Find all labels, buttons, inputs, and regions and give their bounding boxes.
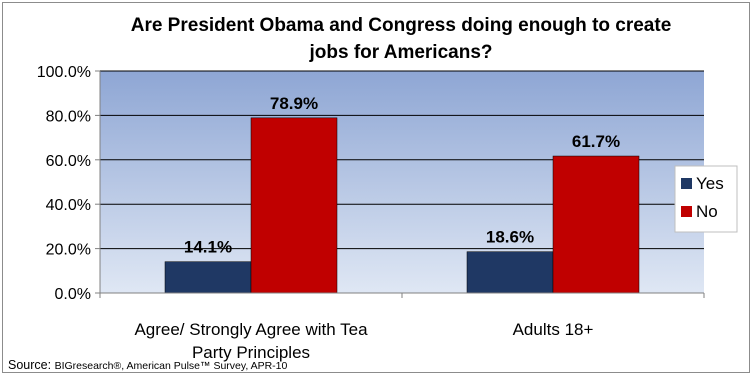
source-prefix: Source: [8, 358, 55, 372]
legend-label: No [696, 202, 718, 221]
axes [99, 71, 705, 298]
y-tick-label: 100.0% [37, 64, 91, 81]
legend: Yes No [674, 165, 738, 233]
x-axis-labels: Agree/ Strongly Agree with Tea Party Prin… [134, 320, 593, 362]
bar-yes [164, 261, 252, 294]
chart-frame: Are President Obama and Congress doing e… [2, 2, 750, 373]
legend-swatch-yes [681, 178, 692, 189]
bars [164, 117, 640, 294]
bar-yes [466, 251, 554, 294]
y-tick-label: 40.0% [46, 197, 91, 214]
bar-no [552, 155, 640, 294]
bar-no [250, 117, 338, 294]
data-label: 18.6% [486, 228, 534, 247]
x-category-label: Agree/ Strongly Agree with Tea [134, 320, 368, 339]
legend-label: Yes [696, 174, 724, 193]
legend-box [674, 165, 738, 233]
y-tick-label: 60.0% [46, 153, 91, 170]
data-labels: 14.1% 78.9% 18.6% 61.7% [184, 94, 620, 257]
chart-title: Are President Obama and Congress doing e… [131, 15, 672, 63]
source-note: Source: BIGresearch®, American Pulse™ Su… [8, 358, 287, 372]
x-category-label: Party Principles [192, 343, 310, 362]
y-tick-label: 0.0% [55, 286, 91, 303]
bar-chart: Are President Obama and Congress doing e… [37, 15, 738, 362]
legend-swatch-no [681, 206, 692, 217]
chart-title-line: Are President Obama and Congress doing e… [131, 15, 672, 36]
y-tick-label: 80.0% [46, 108, 91, 125]
y-axis-ticks: 0.0% 20.0% 40.0% 60.0% 80.0% 100.0% [37, 64, 100, 303]
data-label: 78.9% [270, 94, 318, 113]
data-label: 14.1% [184, 238, 232, 257]
source-text: BIGresearch®, American Pulse™ Survey, AP… [54, 360, 288, 372]
chart-title-line: jobs for Americans? [308, 42, 492, 63]
y-tick-label: 20.0% [46, 242, 91, 259]
x-category-label: Adults 18+ [513, 320, 594, 339]
data-label: 61.7% [572, 132, 620, 151]
